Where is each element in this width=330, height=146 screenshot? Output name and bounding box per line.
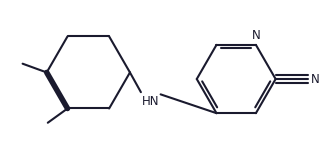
Text: N: N (251, 29, 260, 42)
Text: HN: HN (142, 95, 159, 108)
Text: N: N (311, 73, 319, 86)
